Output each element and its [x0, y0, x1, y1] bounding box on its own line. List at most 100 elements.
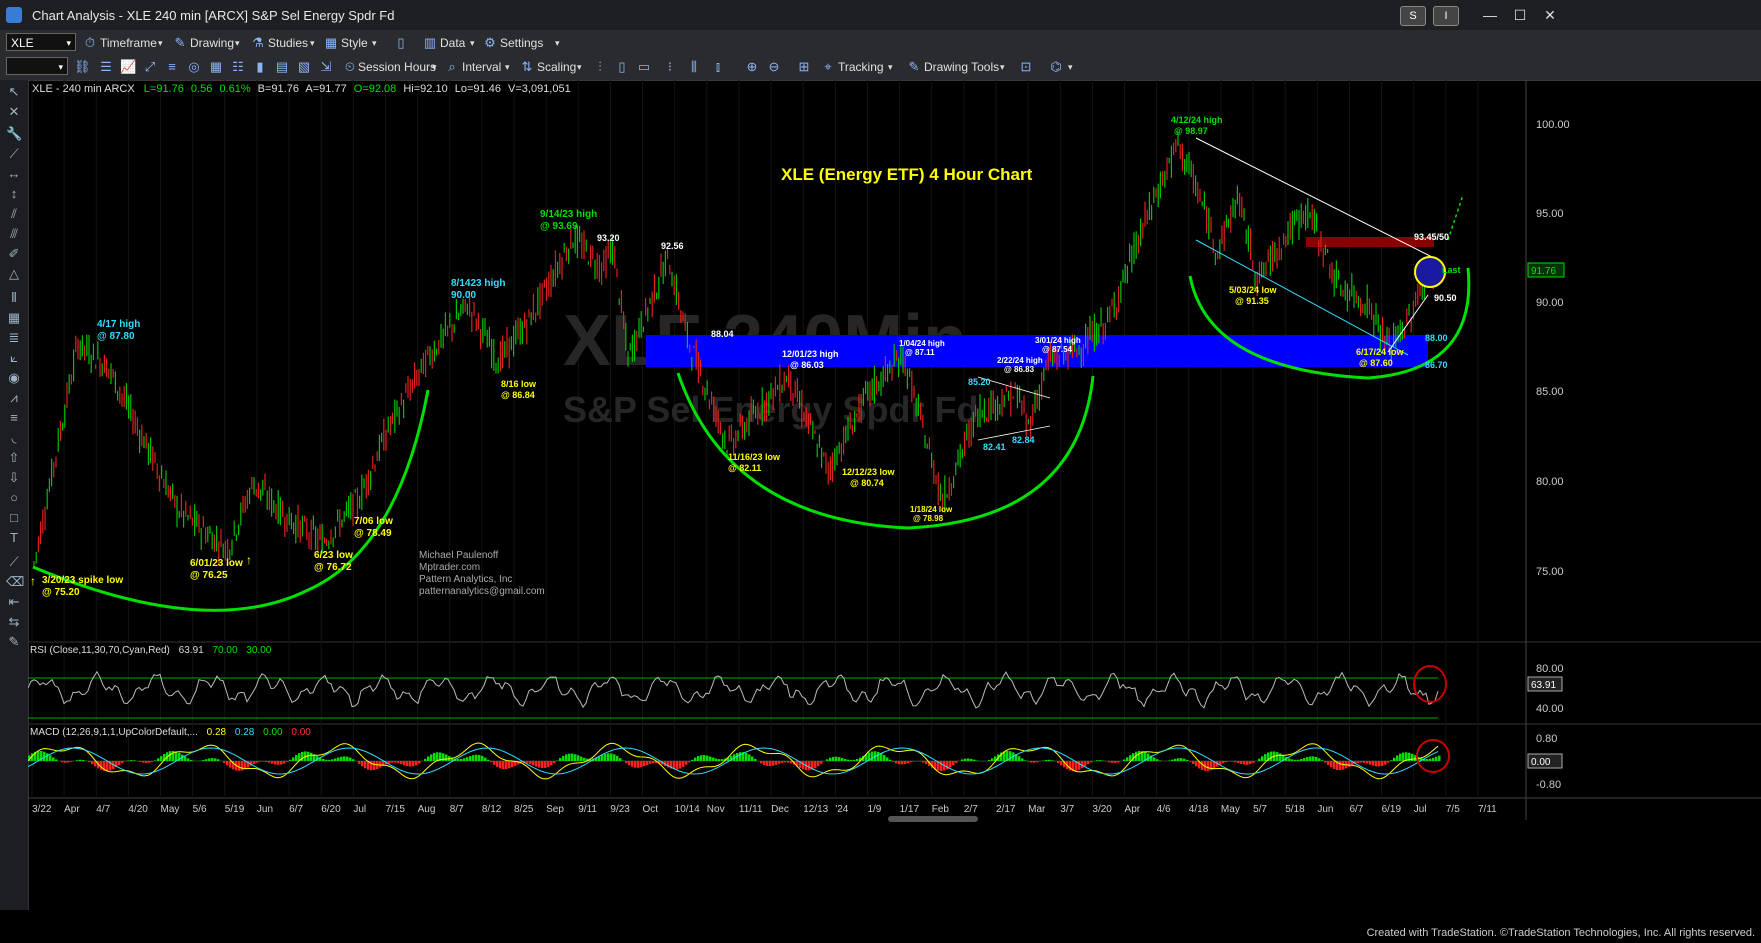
columns-icon[interactable]: ⦀	[11, 290, 17, 305]
i-button[interactable]: I	[1433, 6, 1459, 26]
scaling-menu[interactable]: Scaling	[537, 60, 577, 74]
fan-icon[interactable]: ⟀	[10, 350, 18, 365]
clock-icon: ⏱	[84, 35, 96, 50]
text-icon[interactable]: T	[10, 530, 18, 545]
grid-icon[interactable]: ▦	[209, 59, 223, 74]
chevron-down-icon[interactable]: ▾	[470, 38, 475, 48]
trendline-icon[interactable]: ⟋	[9, 146, 19, 161]
ellipse-icon[interactable]: ○	[10, 490, 18, 505]
date-tick: 6/19	[1382, 804, 1402, 815]
chevron-down-icon[interactable]: ▾	[555, 38, 560, 48]
macd-hist-bar	[544, 761, 547, 768]
candle-icon[interactable]: ▯	[618, 59, 626, 74]
list-icon[interactable]: ☰	[100, 59, 112, 74]
layers-icon[interactable]: ▧	[297, 59, 311, 74]
chevron-down-icon[interactable]: ▾	[432, 62, 437, 72]
macd-hist-bar	[445, 754, 448, 761]
crosshair-icon[interactable]: ✕	[8, 104, 20, 119]
symbol-input[interactable]: XLE ▾	[6, 33, 76, 51]
date-tick: Jun	[257, 804, 273, 815]
wrench-icon[interactable]: 🔧	[6, 126, 23, 141]
interval-menu[interactable]: Interval	[462, 60, 502, 74]
eraser-icon[interactable]: ⌫	[6, 574, 25, 589]
candle-hollow-icon[interactable]: ▭	[637, 59, 651, 74]
fib-icon[interactable]: ⫻	[10, 226, 18, 241]
data-menu[interactable]: Data	[440, 36, 466, 50]
link-icon[interactable]: ⛓	[74, 59, 91, 74]
timeframe-menu[interactable]: Timeframe	[100, 36, 157, 50]
minimize-icon[interactable]: —	[1483, 7, 1497, 23]
channel-icon[interactable]: ⫽	[11, 206, 17, 221]
bars-icon[interactable]: ⫼	[691, 59, 697, 74]
rectangle-icon[interactable]: □	[10, 510, 18, 525]
arrow-icon[interactable]: ⤢	[144, 59, 156, 74]
panel-icon[interactable]: ▯	[397, 35, 405, 50]
chevron-down-icon[interactable]: ▾	[310, 38, 315, 48]
triangle-icon[interactable]: △	[9, 266, 19, 281]
chevron-down-icon[interactable]: ▾	[577, 62, 582, 72]
list-icon[interactable]: ☷	[232, 59, 244, 74]
chevron-down-icon[interactable]: ▾	[158, 38, 163, 48]
arrow-left-icon[interactable]: ⇤	[8, 594, 20, 609]
drawing-menu[interactable]: Drawing	[190, 36, 235, 50]
vertical-line-icon[interactable]: ↕	[10, 186, 18, 201]
grid-icon[interactable]: ▦	[7, 310, 21, 325]
bars-icon[interactable]: ▮	[256, 59, 264, 74]
s-button[interactable]: S	[1400, 6, 1426, 26]
tracking-menu[interactable]: Tracking	[838, 60, 884, 74]
workspace-input[interactable]: ▾	[6, 57, 68, 75]
close-icon[interactable]: ✕	[1544, 7, 1556, 23]
table-icon[interactable]: ▤	[275, 59, 289, 74]
chevron-down-icon[interactable]: ▾	[1068, 62, 1073, 72]
chevron-down-icon[interactable]: ▾	[888, 62, 893, 72]
session-hours-menu[interactable]: Session Hours	[358, 60, 437, 74]
chevron-down-icon[interactable]: ▾	[66, 38, 71, 48]
macd-hist-bar	[1210, 761, 1213, 770]
bar-chart-icon[interactable]: ⫶	[598, 59, 602, 74]
cursor-icon[interactable]: ↖	[8, 84, 20, 99]
chevron-down-icon[interactable]: ▾	[58, 62, 63, 72]
macd-hist-bar	[1141, 751, 1144, 761]
chevron-down-icon[interactable]: ▾	[372, 38, 377, 48]
settings-menu[interactable]: Settings	[500, 36, 544, 50]
horizontal-scrollbar[interactable]	[888, 816, 978, 822]
brush-icon[interactable]: ✐	[8, 246, 20, 261]
lines-icon[interactable]: ≡	[168, 59, 176, 74]
macd-hist-bar	[61, 761, 64, 763]
chart-icon[interactable]: 📈	[120, 59, 137, 74]
macd-hist-bar	[478, 754, 481, 761]
link-icon[interactable]: ⌬	[1050, 59, 1062, 74]
down-arrow-icon[interactable]: ⇩	[8, 470, 20, 485]
style-menu[interactable]: Style	[341, 36, 368, 50]
text-lines-icon[interactable]: ≡	[10, 410, 18, 425]
drawing-tools-menu[interactable]: Drawing Tools	[924, 60, 1000, 74]
chevron-down-icon[interactable]: ▾	[505, 62, 510, 72]
horizontal-line-icon[interactable]: ↔	[7, 166, 21, 181]
annotation: 12/01/23 high	[782, 349, 839, 359]
annotation-icon[interactable]: ✎	[8, 634, 20, 649]
grid-icon[interactable]: ⊞	[798, 59, 810, 74]
zoom-in-icon[interactable]: ⊕	[746, 59, 758, 74]
up-arrow-icon[interactable]: ⇧	[8, 450, 20, 465]
chart-area[interactable]: XLE 240Min S&P Sel Energy Spdr Fd XLE - …	[28, 80, 1761, 910]
arc-icon[interactable]: ◟	[11, 430, 17, 445]
macd-hist-bar	[1030, 761, 1033, 763]
chevron-down-icon[interactable]: ▾	[1000, 62, 1005, 72]
candles-icon[interactable]: ⫾	[715, 59, 721, 74]
chevron-down-icon[interactable]: ▾	[235, 38, 240, 48]
add-window-icon[interactable]: ⊡	[1020, 59, 1032, 74]
expand-icon[interactable]: ⇲	[320, 59, 332, 74]
target-icon[interactable]: ◎	[188, 59, 200, 74]
line-icon[interactable]: ⟋	[9, 554, 19, 569]
macd-hist-bar	[436, 752, 439, 761]
maximize-icon[interactable]: ☐	[1513, 7, 1527, 23]
macd-hist-bar	[1426, 759, 1429, 761]
dots-icon[interactable]: ⁝	[667, 59, 673, 74]
annotation: 3/01/24 high	[1035, 336, 1081, 345]
spiral-icon[interactable]: ◉	[8, 370, 20, 385]
zoom-out-icon[interactable]: ⊖	[768, 59, 780, 74]
lines-icon[interactable]: ≣	[8, 330, 20, 345]
studies-menu[interactable]: Studies	[268, 36, 309, 50]
measure-icon[interactable]: ⇆	[8, 614, 20, 629]
speed-line-icon[interactable]: ⩘	[10, 390, 18, 405]
